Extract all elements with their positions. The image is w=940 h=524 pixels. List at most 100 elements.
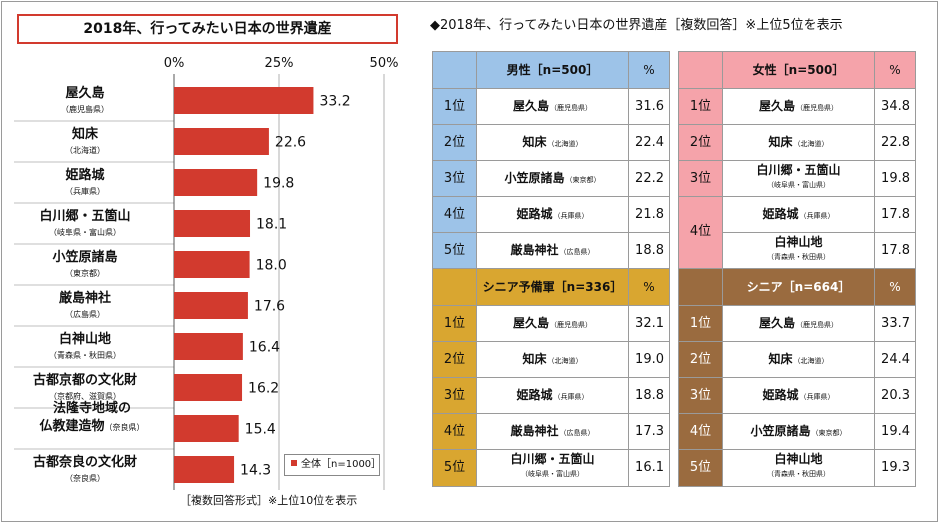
- bar-value-label: 15.4: [245, 422, 276, 438]
- site-cell: 知床（北海道）: [477, 342, 629, 377]
- bar-value-label: 22.6: [275, 135, 306, 151]
- x-tick-label: 0%: [163, 56, 185, 71]
- category-prefecture: （北海道）: [65, 145, 105, 155]
- table-row: 1位 屋久島（鹿児島県） 32.1: [433, 306, 669, 342]
- value-cell: 31.6: [629, 89, 669, 124]
- x-tick-label: 25%: [264, 56, 294, 71]
- table-row: 2位 知床（北海道） 22.8: [679, 125, 915, 161]
- table-row: 5位 白神山地 （青森県・秋田県） 19.3: [679, 450, 915, 486]
- value-cell: 22.8: [875, 125, 915, 160]
- site-cell: 白神山地 （青森県・秋田県）: [723, 233, 875, 268]
- rank-cell: 4位: [433, 197, 477, 232]
- percent-header: %: [643, 63, 655, 77]
- category-label: 姫路城: [65, 167, 104, 183]
- senior-ranking-table: シニア［n=664］% 1位 屋久島（鹿児島県） 33.7 2位 知床（北海道） 24.…: [678, 268, 916, 487]
- bar-value-label: 16.4: [249, 340, 280, 356]
- site-cell: 厳島神社（広島県）: [477, 233, 629, 269]
- site-cell: 小笠原諸島（東京都）: [723, 414, 875, 449]
- table-header-label: 女性［n=500］: [723, 52, 875, 88]
- table-row: 3位 小笠原諸島（東京都） 22.2: [433, 161, 669, 197]
- value-cell: 21.8: [629, 197, 669, 232]
- value-cell: 19.4: [875, 414, 915, 449]
- table-row: 白神山地 （青森県・秋田県） 17.8: [723, 233, 915, 268]
- category-prefecture: （奈良県）: [65, 473, 105, 483]
- value-cell: 19.8: [875, 161, 915, 196]
- table-header: 女性［n=500］%: [679, 52, 915, 89]
- rank-cell: 2位: [433, 342, 477, 377]
- rank-cell: 1位: [679, 89, 723, 124]
- site-cell: 小笠原諸島（東京都）: [477, 161, 629, 196]
- value-cell: 34.8: [875, 89, 915, 124]
- bar: [174, 169, 258, 196]
- rank-cell: 5位: [433, 233, 477, 269]
- value-cell: 19.0: [629, 342, 669, 377]
- table-row: 4位 厳島神社（広島県） 17.3: [433, 414, 669, 450]
- site-cell: 姫路城（兵庫県）: [477, 378, 629, 413]
- site-cell: 屋久島（鹿児島県）: [477, 89, 629, 124]
- bar-value-label: 33.2: [319, 94, 350, 110]
- rank-cell: 2位: [433, 125, 477, 160]
- site-cell: 姫路城（兵庫県）: [723, 197, 875, 232]
- table-header: シニア予備軍［n=336］%: [433, 269, 669, 306]
- value-cell: 33.7: [875, 306, 915, 341]
- bar-value-label: 14.3: [240, 463, 271, 479]
- bar: [174, 456, 235, 483]
- category-prefecture: （兵庫県）: [65, 186, 105, 196]
- table-row: 3位 姫路城（兵庫県） 18.8: [433, 378, 669, 414]
- category-label: 仏教建造物（奈良県）: [39, 418, 144, 434]
- bar-value-label: 16.2: [248, 381, 279, 397]
- value-cell: 22.4: [629, 125, 669, 160]
- site-cell: 白川郷・五箇山 （岐阜県・富山県）: [723, 161, 875, 196]
- bar-value-label: 18.0: [256, 258, 287, 274]
- site-cell: 白神山地 （青森県・秋田県）: [723, 450, 875, 486]
- bar: [174, 333, 243, 360]
- table-row: 姫路城（兵庫県） 17.8: [723, 197, 915, 233]
- percent-header: %: [889, 63, 901, 77]
- site-cell: 知床（北海道）: [723, 342, 875, 377]
- legend-label: 全体［n=1000］: [301, 459, 382, 470]
- table-row: 1位 屋久島（鹿児島県） 31.6: [433, 89, 669, 125]
- table-header: 男性［n=500］%: [433, 52, 669, 89]
- legend-swatch: [291, 460, 297, 466]
- value-cell: 32.1: [629, 306, 669, 341]
- value-cell: 17.8: [875, 197, 915, 232]
- category-label: 小笠原諸島: [52, 249, 117, 265]
- bar: [174, 374, 243, 401]
- site-cell: 厳島神社（広島県）: [477, 414, 629, 449]
- site-cell: 姫路城（兵庫県）: [477, 197, 629, 232]
- table-row: 2位 知床（北海道） 24.4: [679, 342, 915, 378]
- table-header-label: 男性［n=500］: [477, 52, 629, 88]
- percent-header: %: [643, 280, 655, 294]
- table-row: 5位 白川郷・五箇山 （岐阜県・富山県） 16.1: [433, 450, 669, 486]
- category-prefecture: （岐阜県・富山県）: [49, 227, 121, 237]
- bar-value-label: 17.6: [254, 299, 285, 315]
- table-row: 2位 知床（北海道） 22.4: [433, 125, 669, 161]
- table-header-label: シニア予備軍［n=336］: [477, 269, 629, 305]
- table-row: 5位 厳島神社（広島県） 18.8: [433, 233, 669, 269]
- category-prefecture: （東京都）: [65, 268, 105, 278]
- category-prefecture: （京都府、滋賀県）: [49, 391, 121, 401]
- site-cell: 知床（北海道）: [477, 125, 629, 160]
- value-cell: 16.1: [629, 450, 669, 486]
- rank-cell: 2位: [679, 125, 723, 160]
- site-cell: 姫路城（兵庫県）: [723, 378, 875, 413]
- tied-rank-group: 4位 姫路城（兵庫県） 17.8 白神山地 （青森県・秋田県） 17.8: [679, 197, 915, 269]
- site-cell: 屋久島（鹿児島県）: [477, 306, 629, 341]
- bar: [174, 87, 314, 114]
- category-prefecture: （青森県・秋田県）: [49, 350, 121, 360]
- site-cell: 知床（北海道）: [723, 125, 875, 160]
- chart-note: ［複数回答形式］※上位10位を表示: [180, 494, 358, 507]
- bar: [174, 251, 250, 278]
- male-ranking-table: 男性［n=500］% 1位 屋久島（鹿児島県） 31.6 2位 知床（北海道） 22.4…: [432, 51, 670, 270]
- bar: [174, 210, 251, 237]
- category-prefecture: （広島県）: [65, 309, 105, 319]
- bar-value-label: 18.1: [256, 217, 287, 233]
- rank-cell: 4位: [679, 414, 723, 449]
- category-prefecture: （鹿児島県）: [61, 104, 109, 114]
- table-row: 4位 姫路城（兵庫県） 21.8: [433, 197, 669, 233]
- category-label: 白神山地: [59, 331, 111, 347]
- chart-title: 2018年、行ってみたい日本の世界遺産: [17, 14, 398, 44]
- rank-cell: 2位: [679, 342, 723, 377]
- table-row: 1位 屋久島（鹿児島県） 34.8: [679, 89, 915, 125]
- category-label: 屋久島: [65, 85, 104, 101]
